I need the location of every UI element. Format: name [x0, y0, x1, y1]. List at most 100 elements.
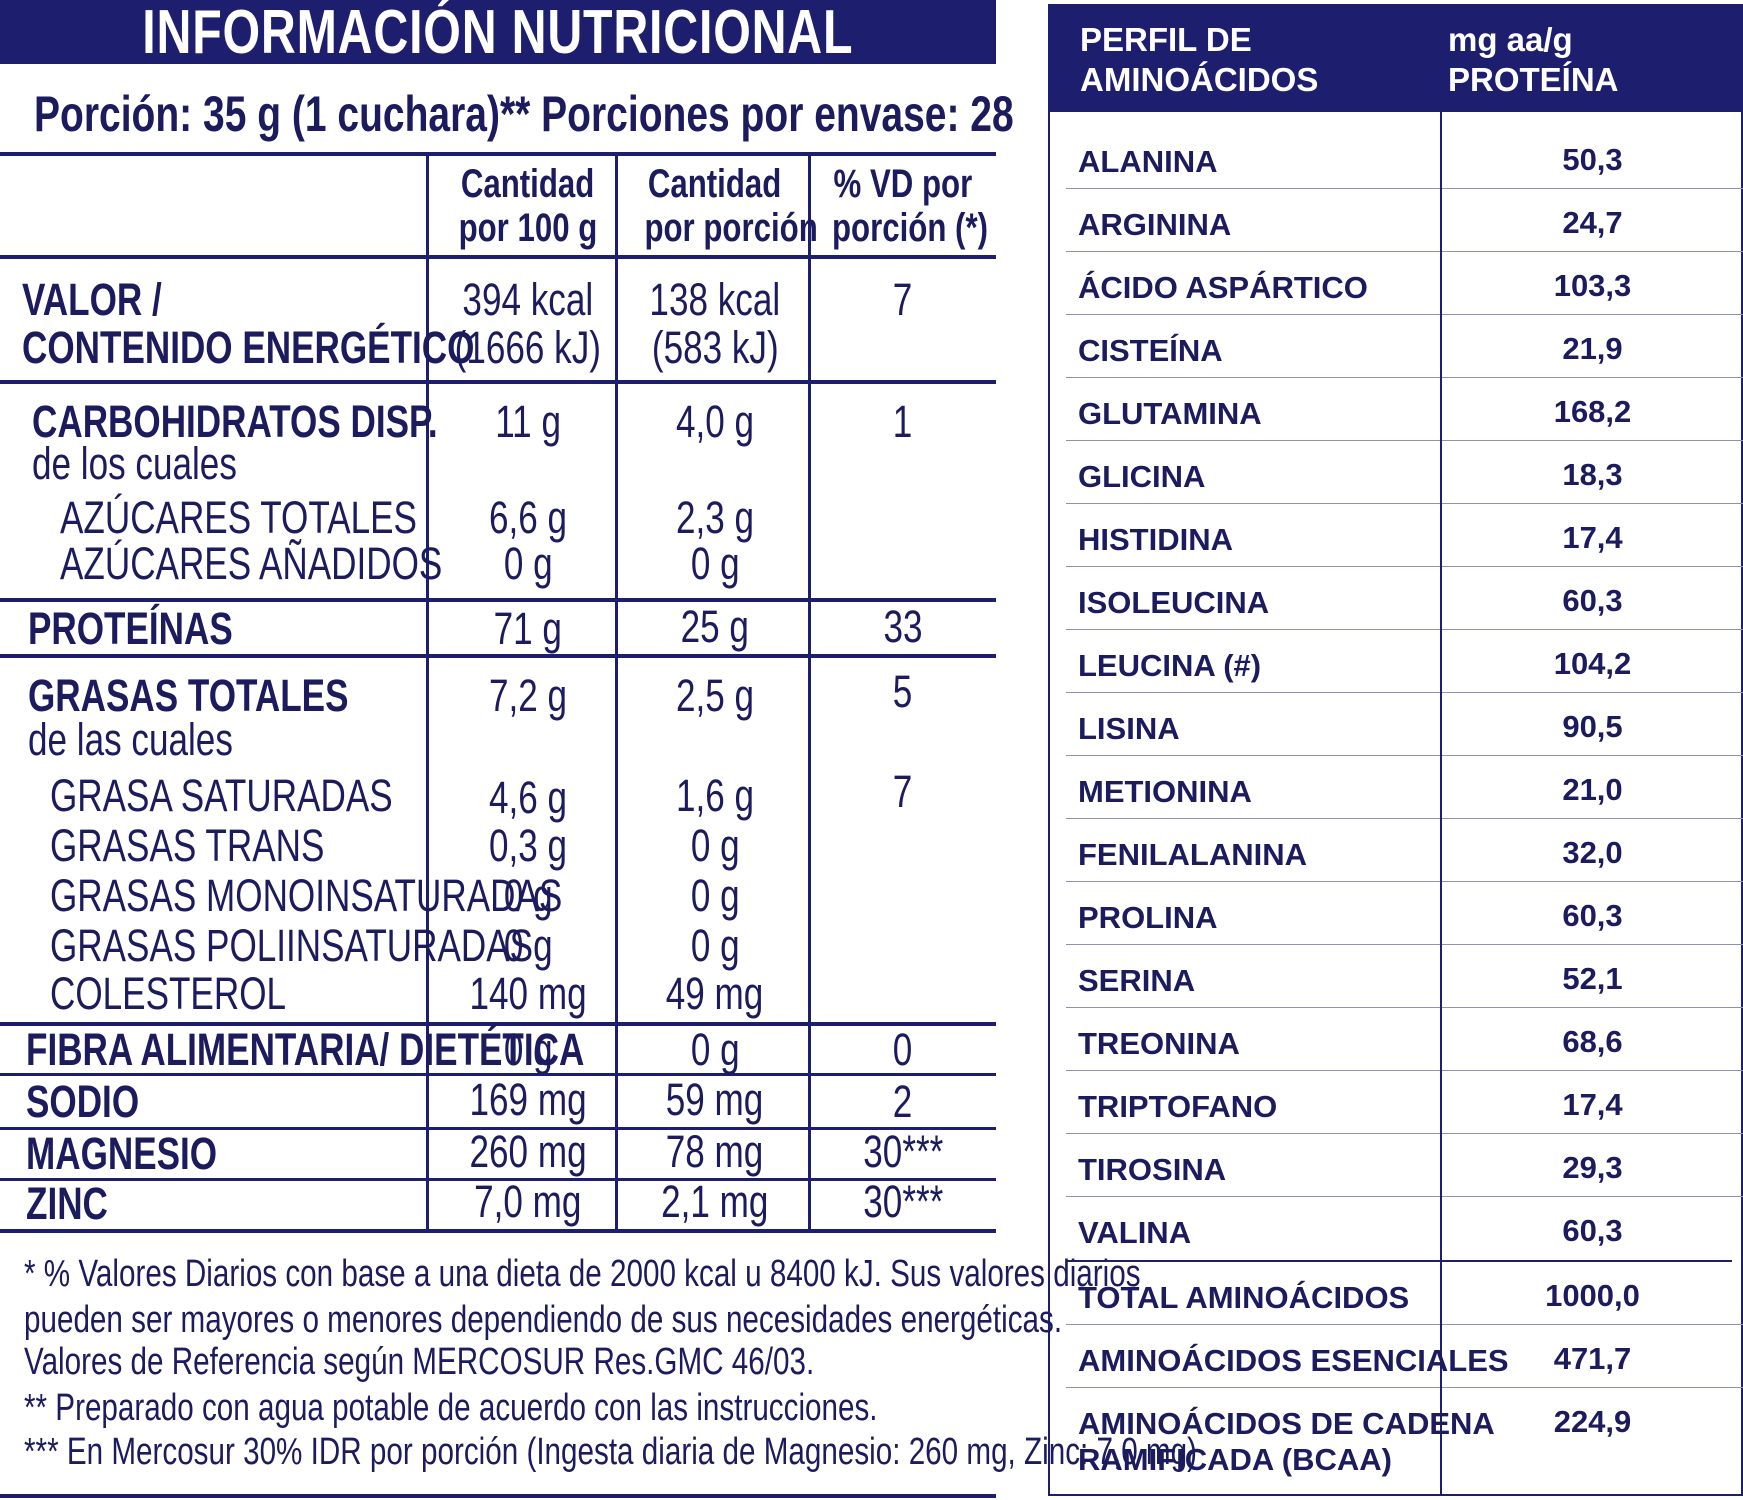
fat-item-trans: GRASAS TRANS: [50, 820, 325, 871]
footnote: Valores de Referencia según MERCOSUR Res…: [24, 1341, 815, 1383]
protein-label: PROTEÍNAS: [28, 603, 233, 654]
header-per-100g: Cantidad por 100 g: [458, 162, 598, 250]
fat-item-cholesterol: COLESTEROL: [50, 968, 287, 1019]
fat-item-value: 0 g: [690, 920, 740, 971]
zinc-vd: 30***: [862, 1176, 944, 1227]
sugars-label: AZÚCARES TOTALES: [60, 492, 417, 543]
sodium-per-100g: 169 mg: [469, 1074, 587, 1125]
protein-vd: 33: [883, 601, 923, 652]
divider: [0, 380, 996, 384]
fat-item-value: 1,6 g: [675, 770, 755, 821]
amino-row: ARGININA 24,7: [1048, 189, 1743, 252]
energy-vd: 7: [893, 274, 913, 325]
divider: [0, 1127, 996, 1130]
fiber-vd: 0: [893, 1024, 913, 1075]
divider: [0, 598, 996, 602]
sodium-per-portion: 59 mg: [666, 1074, 764, 1125]
amino-header-right: mg aa/g PROTEÍNA: [1448, 21, 1619, 98]
fats-vd: 5: [893, 666, 913, 717]
amino-row: ISOLEUCINA 60,3: [1048, 567, 1743, 630]
fat-item-value: 0 g: [690, 820, 740, 871]
amino-header-left: PERFIL DE AMINOÁCIDOS: [1080, 21, 1319, 98]
added-sugars-label: AZÚCARES AÑADIDOS: [60, 538, 443, 589]
carbs-per-100g: 11 g: [495, 396, 561, 447]
footnote: ** Preparado con agua potable de acuerdo…: [24, 1387, 878, 1429]
fat-item-poly: GRASAS POLIINSATURADAS: [50, 920, 534, 971]
fat-item-vd: 7: [893, 766, 913, 817]
fats-per-100g: 7,2 g: [488, 670, 568, 721]
header-vd: % VD por porción (*): [831, 162, 988, 250]
sugars-per-100g: 6,6 g: [488, 492, 568, 543]
magnesium-vd: 30***: [862, 1126, 944, 1177]
protein-per-portion: 25 g: [680, 601, 750, 652]
amino-row: PROLINA 60,3: [1048, 882, 1743, 945]
column-divider: [426, 152, 429, 1232]
energy-label: VALOR / CONTENIDO ENERGÉTICO: [22, 274, 475, 373]
amino-row: VALINA 60,3: [1078, 1213, 1623, 1250]
sodium-vd: 2: [893, 1076, 913, 1127]
carbs-per-portion: 4,0 g: [675, 396, 755, 447]
column-divider: [808, 152, 811, 1232]
amino-row: ÁCIDO ASPÁRTICO 103,3: [1048, 252, 1743, 315]
fat-item-value: 49 mg: [666, 968, 764, 1019]
sodium-label: SODIO: [26, 1076, 140, 1127]
fat-item-value: 0 g: [503, 870, 553, 921]
header-per-portion: Cantidad por porción: [644, 162, 818, 250]
amino-row: METIONINA 21,0: [1048, 756, 1743, 819]
carbs-label: CARBOHIDRATOS DISP.: [32, 396, 438, 447]
amino-acid-profile-table: PERFIL DE AMINOÁCIDOS mg aa/g PROTEÍNA AL…: [1048, 4, 1743, 1498]
fat-item-value: 4,6 g: [488, 772, 568, 823]
divider: [0, 654, 996, 658]
fiber-per-portion: 0 g: [690, 1024, 740, 1075]
zinc-per-portion: 2,1 mg: [661, 1176, 769, 1227]
amino-row: FENILALANINA 32,0: [1048, 819, 1743, 882]
amino-row: TRIPTOFANO 17,4: [1048, 1071, 1743, 1134]
fats-label: GRASAS TOTALES: [28, 670, 349, 721]
fat-item-value: 0 g: [690, 870, 740, 921]
carbs-vd: 1: [893, 396, 913, 447]
divider: [0, 1229, 996, 1233]
zinc-per-100g: 7,0 mg: [474, 1176, 582, 1227]
amino-row: CISTEÍNA 21,9: [1048, 315, 1743, 378]
energy-per-portion: 138 kcal (583 kJ): [649, 274, 781, 373]
magnesium-per-portion: 78 mg: [666, 1126, 764, 1177]
column-divider: [615, 152, 618, 1232]
divider: [0, 255, 996, 259]
amino-row: HISTIDINA 17,4: [1048, 504, 1743, 567]
added-sugars-per-100g: 0 g: [503, 538, 553, 589]
amino-row: LISINA 90,5: [1048, 693, 1743, 756]
portion-info: Porción: 35 g (1 cuchara)** Porciones po…: [34, 86, 1014, 142]
totals-divider: [1066, 1260, 1732, 1262]
divider: [0, 152, 996, 156]
magnesium-label: MAGNESIO: [26, 1128, 218, 1179]
added-sugars-per-portion: 0 g: [690, 538, 740, 589]
amino-row: TREONINA 68,6: [1048, 1008, 1743, 1071]
fat-item-value: 0,3 g: [488, 820, 568, 871]
carbs-sub-label: de los cuales: [32, 438, 237, 489]
protein-per-100g: 71 g: [493, 603, 563, 654]
amino-column-divider: [1440, 112, 1442, 1496]
nutrition-title-bar: INFORMACIÓN NUTRICIONAL: [0, 0, 996, 66]
fat-item-value: 140 mg: [469, 968, 587, 1019]
amino-total-row: TOTAL AMINOÁCIDOS 1000,0: [1048, 1262, 1743, 1325]
amino-row: ALANINA 50,3: [1048, 126, 1743, 189]
fiber-label: FIBRA ALIMENTARIA/ DIETÉTICA: [26, 1024, 585, 1075]
divider: [0, 1494, 996, 1498]
amino-header-bar: PERFIL DE AMINOÁCIDOS mg aa/g PROTEÍNA: [1048, 4, 1743, 112]
footnote: * % Valores Diarios con base a una dieta…: [24, 1253, 1141, 1295]
footnote: *** En Mercosur 30% IDR por porción (Ing…: [24, 1431, 1197, 1473]
nutrition-facts-table: INFORMACIÓN NUTRICIONAL Porción: 35 g (1…: [0, 0, 1197, 1498]
amino-row: LEUCINA (#) 104,2: [1048, 630, 1743, 693]
divider: [0, 1073, 996, 1076]
fat-item-mono: GRASAS MONOINSATURADAS: [50, 870, 563, 921]
fats-per-portion: 2,5 g: [675, 670, 755, 721]
divider: [0, 1178, 996, 1181]
fat-item-value: 0 g: [503, 920, 553, 971]
amino-essential-row: AMINOÁCIDOS ESENCIALES 471,7: [1048, 1325, 1743, 1388]
amino-row: GLICINA 18,3: [1048, 441, 1743, 504]
amino-bcaa-row: AMINOÁCIDOS DE CADENA RAMIFICADA (BCAA) 2…: [1078, 1404, 1632, 1477]
magnesium-per-100g: 260 mg: [469, 1126, 587, 1177]
amino-row: TIROSINA 29,3: [1048, 1134, 1743, 1197]
fiber-per-100g: 0 g: [503, 1024, 553, 1075]
footnote: pueden ser mayores o menores dependiendo…: [24, 1299, 1063, 1341]
